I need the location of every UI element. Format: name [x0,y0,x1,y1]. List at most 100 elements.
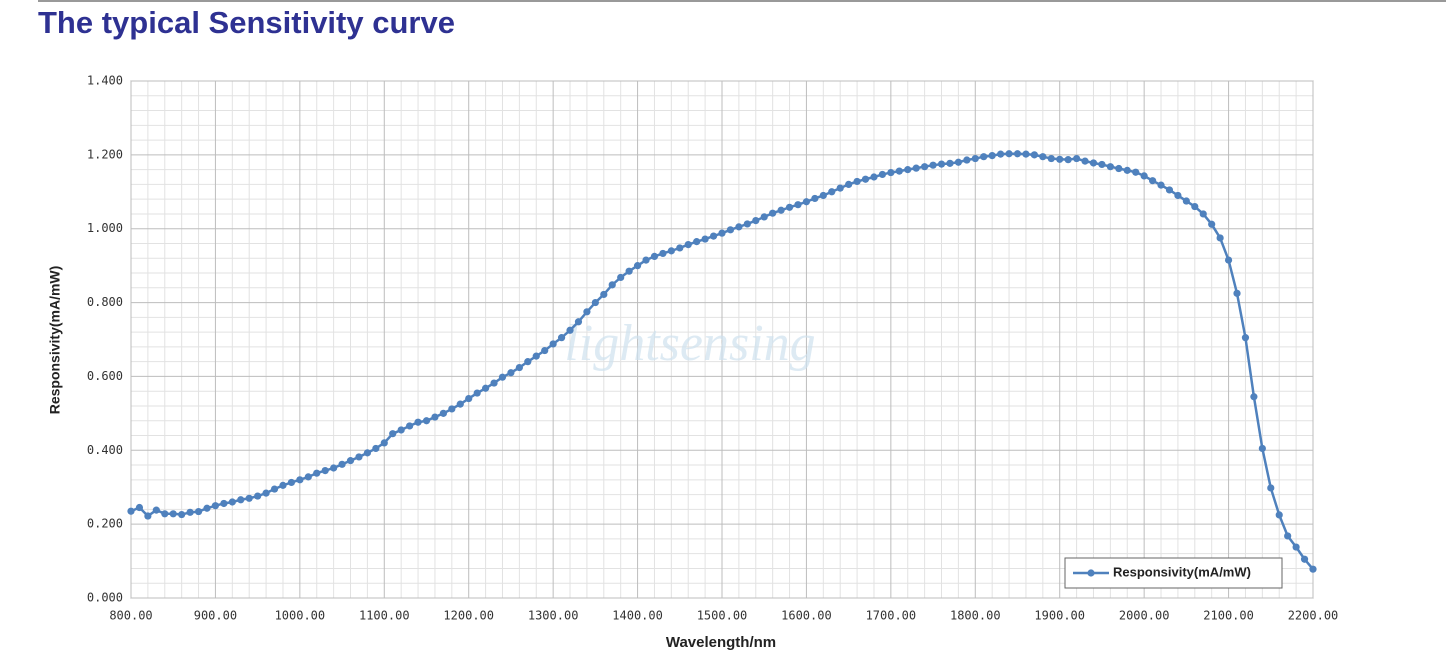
data-point [287,478,296,487]
data-point [363,449,371,457]
data-point [330,464,338,472]
data-point [1132,168,1140,176]
data-point [701,235,709,243]
data-point [397,426,405,434]
data-point [1208,220,1216,228]
chart-title: The typical Sensitivity curve [38,5,455,40]
watermark: lightsensing [564,315,815,372]
data-point [178,510,186,519]
x-tick-label: 1000.00 [275,609,326,623]
data-point [878,170,887,179]
data-point [684,240,692,249]
data-point [1047,154,1055,163]
legend-label: Responsivity(mA/mW) [1113,564,1251,579]
y-tick-label: 0.400 [87,443,123,457]
x-tick-label: 2000.00 [1119,609,1170,623]
data-point [659,249,667,258]
data-point [194,507,203,516]
data-point [211,502,220,510]
data-point [1300,555,1309,563]
y-axis-label: Responsivity(mA/mW) [47,266,63,415]
data-point [963,156,971,164]
data-point [473,389,481,397]
data-point [870,173,878,181]
data-point [1005,150,1013,158]
x-tick-label: 1100.00 [359,609,410,623]
y-tick-label: 1.400 [87,74,123,88]
data-point [228,498,236,506]
data-point [887,168,895,177]
data-point [845,180,853,188]
data-point [946,159,954,167]
data-point [1224,256,1233,264]
data-point [346,457,355,465]
y-tick-label: 0.800 [87,295,123,309]
data-point [591,298,599,307]
data-point [777,206,785,214]
x-tick-label: 1700.00 [866,609,917,623]
x-tick-label: 1200.00 [443,609,494,623]
data-point [642,256,650,264]
data-point [237,496,245,504]
x-tick-label: 1500.00 [697,609,748,623]
data-point [1284,532,1292,540]
data-point [152,506,160,514]
y-tick-label: 1.200 [87,147,123,161]
data-point [448,405,456,413]
x-tick-label: 1300.00 [528,609,579,623]
data-point [1081,157,1089,165]
data-point [1022,150,1030,158]
data-point [954,158,963,166]
data-point [220,499,228,508]
data-point [296,476,304,484]
data-point [1258,444,1266,453]
data-point [895,167,903,175]
data-point [709,232,718,240]
data-point [1157,181,1165,189]
data-point [1039,153,1047,161]
data-point [422,417,431,425]
data-point [482,384,490,392]
data-point [1182,197,1190,205]
data-point [161,510,169,518]
data-point [929,161,937,169]
data-point [465,394,473,403]
data-point [1233,289,1241,297]
legend-marker [1087,569,1095,577]
data-point [372,444,380,453]
data-point [980,153,988,161]
data-point [144,512,152,520]
data-point [270,485,279,493]
data-point [912,164,920,172]
data-point [937,160,946,168]
data-point [743,220,751,228]
data-point [515,363,523,372]
data-point [414,418,422,426]
data-point [625,267,633,275]
x-tick-label: 1400.00 [612,609,663,623]
data-point [186,508,194,516]
data-point [1191,202,1199,211]
data-point [650,252,659,261]
data-point [633,262,642,270]
data-point [802,198,811,206]
data-point [600,290,608,299]
x-tick-label: 900.00 [194,609,237,623]
data-point [1165,186,1174,194]
data-point [507,369,515,377]
data-point [608,281,616,289]
data-point [794,201,802,209]
data-point [1292,543,1300,551]
y-tick-label: 0.600 [87,369,123,383]
data-point [1056,155,1064,163]
data-point [524,358,532,366]
data-point [169,510,177,518]
data-point [541,346,549,355]
data-point [456,400,464,408]
data-point [1250,393,1258,401]
legend: Responsivity(mA/mW) [1064,557,1283,589]
data-point [676,244,684,252]
data-point [338,460,346,468]
y-tick-label: 0.200 [87,517,123,531]
